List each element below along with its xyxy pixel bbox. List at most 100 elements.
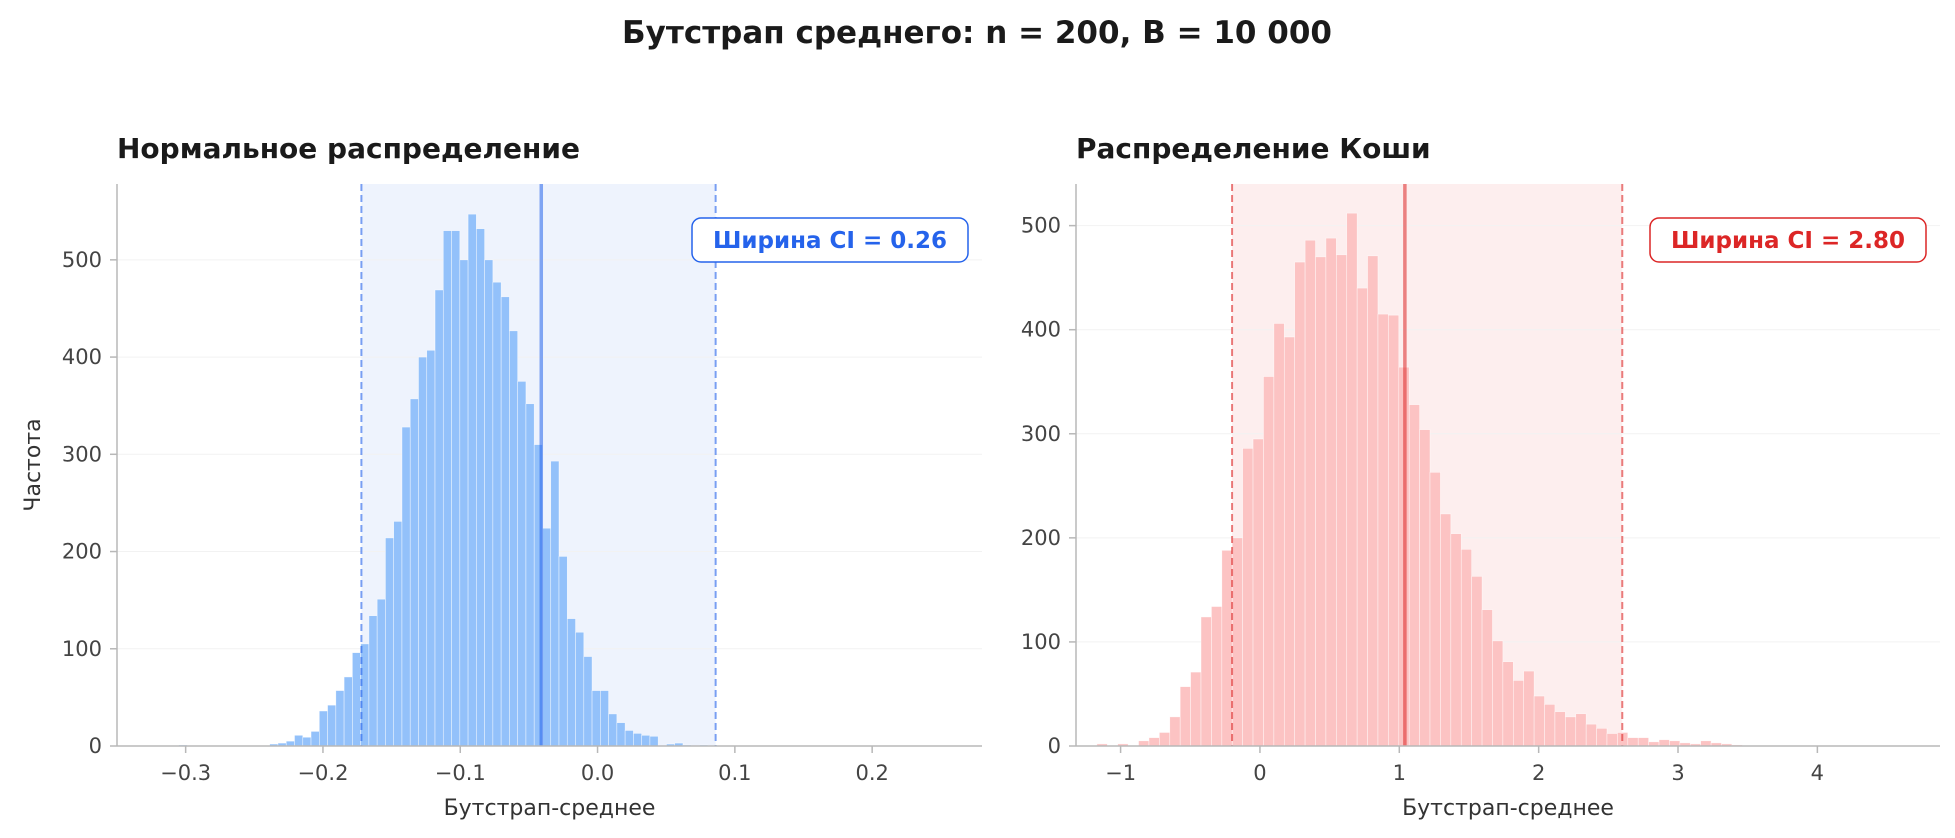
normal-distribution-chart: −0.3 −0.2 −0.1 0.0 0.1 0.2 0 100 200 300 400 500 Нор… (21, 132, 982, 821)
y-tick-label: 400 (1021, 318, 1061, 342)
y-tick-label: 0 (89, 734, 102, 758)
histogram-bar (1659, 740, 1669, 746)
x-tick-label: 2 (1532, 761, 1545, 785)
x-tick-label: 0.0 (581, 761, 614, 785)
histogram-bar (1263, 377, 1273, 746)
histogram-bar (642, 735, 650, 746)
histogram-bar (1545, 704, 1555, 746)
histogram-bar (369, 616, 377, 746)
histogram-bar (1211, 607, 1221, 746)
histogram-bar (509, 331, 517, 746)
histogram-bar (567, 619, 575, 746)
x-tick-label: −1 (1105, 761, 1136, 785)
histogram-bar (633, 733, 641, 746)
histogram-bar (617, 723, 625, 746)
histogram-bar (609, 714, 617, 746)
histogram-bar (352, 653, 360, 746)
histogram-bar (592, 691, 600, 746)
histogram-bar (1243, 448, 1253, 746)
histogram-bar (1451, 534, 1461, 746)
histogram-bar (328, 705, 336, 746)
histogram-bar (410, 399, 418, 746)
histogram-bar (1576, 714, 1586, 746)
histogram-bar (1170, 717, 1180, 746)
y-tick-label: 100 (62, 637, 102, 661)
histogram-bar (443, 231, 451, 746)
histogram-bar (518, 381, 526, 746)
histogram-bar (1565, 717, 1575, 746)
histogram-bar (1607, 734, 1617, 746)
histogram-bar (1316, 257, 1326, 746)
histogram-bar (1555, 712, 1565, 746)
chart-title: Распределение Коши (1076, 132, 1431, 165)
histogram-bar (1409, 405, 1419, 746)
histogram-bar (427, 350, 435, 746)
histogram-bar (1253, 439, 1263, 746)
histogram-bar (1347, 213, 1357, 746)
x-tick-label: 0 (1253, 761, 1266, 785)
histogram-bar (435, 290, 443, 746)
x-tick-label: 0.1 (718, 761, 751, 785)
y-tick-label: 300 (62, 442, 102, 466)
histogram-bar (650, 736, 658, 746)
x-tick-label: 3 (1671, 761, 1684, 785)
histogram-bar (402, 427, 410, 746)
histogram-bar (1378, 314, 1388, 746)
x-tick-label: −0.1 (435, 761, 486, 785)
histogram-bar (452, 231, 460, 746)
histogram-bar (303, 737, 311, 746)
histogram-bar (460, 260, 468, 746)
histogram-bar (1222, 550, 1232, 746)
histogram-bar (344, 677, 352, 746)
y-tick-label: 0 (1048, 734, 1061, 758)
x-tick-label: 0.2 (855, 761, 888, 785)
histogram-bar (1232, 538, 1242, 746)
histogram-bar (485, 260, 493, 746)
histogram-bar (1388, 315, 1398, 746)
histogram-bar (1669, 741, 1679, 746)
histogram-bar (1420, 430, 1430, 746)
histogram-bar (1440, 514, 1450, 746)
histogram-bar (1482, 610, 1492, 746)
ci-width-label: Ширина CI = 0.26 (713, 228, 947, 254)
histogram-bar (377, 599, 385, 746)
y-tick-label: 100 (1021, 630, 1061, 654)
cauchy-distribution-chart: −1 0 1 2 3 40100200300400500Распределение Кош… (1021, 132, 1940, 821)
histogram-bar (501, 297, 509, 746)
x-tick-label: 4 (1811, 761, 1824, 785)
histogram-bar (1513, 680, 1523, 746)
histogram-bar (319, 711, 327, 746)
histogram-bar (1191, 672, 1201, 746)
histogram-bar (1472, 576, 1482, 746)
y-tick-label: 200 (62, 540, 102, 564)
x-axis-label: Бутстрап-среднее (444, 796, 656, 821)
histogram-bar (1597, 728, 1607, 746)
y-tick-label: 500 (62, 248, 102, 272)
x-tick-label: 1 (1393, 761, 1406, 785)
histogram-bar (1492, 641, 1502, 746)
y-tick-label: 500 (1021, 214, 1061, 238)
y-axis-label: Частота (21, 418, 46, 511)
histogram-bar (526, 404, 534, 746)
histogram-bar (625, 730, 633, 746)
histogram-bar (1274, 323, 1284, 746)
y-tick-label: 400 (62, 345, 102, 369)
histogram-bar (468, 214, 476, 746)
histogram-bar (584, 657, 592, 746)
histogram-bar (1201, 617, 1211, 746)
histogram-bar (1180, 687, 1190, 746)
y-tick-label: 300 (1021, 422, 1061, 446)
histogram-bar (1503, 662, 1513, 746)
histogram-bar (1461, 549, 1471, 746)
histogram-bar (311, 731, 319, 746)
histogram-bar (385, 538, 393, 746)
histogram-bar (1284, 337, 1294, 746)
histogram-bar (1534, 696, 1544, 746)
histogram-bar (1295, 262, 1305, 746)
chart-title: Нормальное распределение (117, 132, 580, 165)
histogram-bar (1586, 724, 1596, 746)
histogram-bar (1701, 741, 1711, 746)
x-axis-label: Бутстрап-среднее (1402, 796, 1614, 821)
histogram-bar (551, 461, 559, 746)
